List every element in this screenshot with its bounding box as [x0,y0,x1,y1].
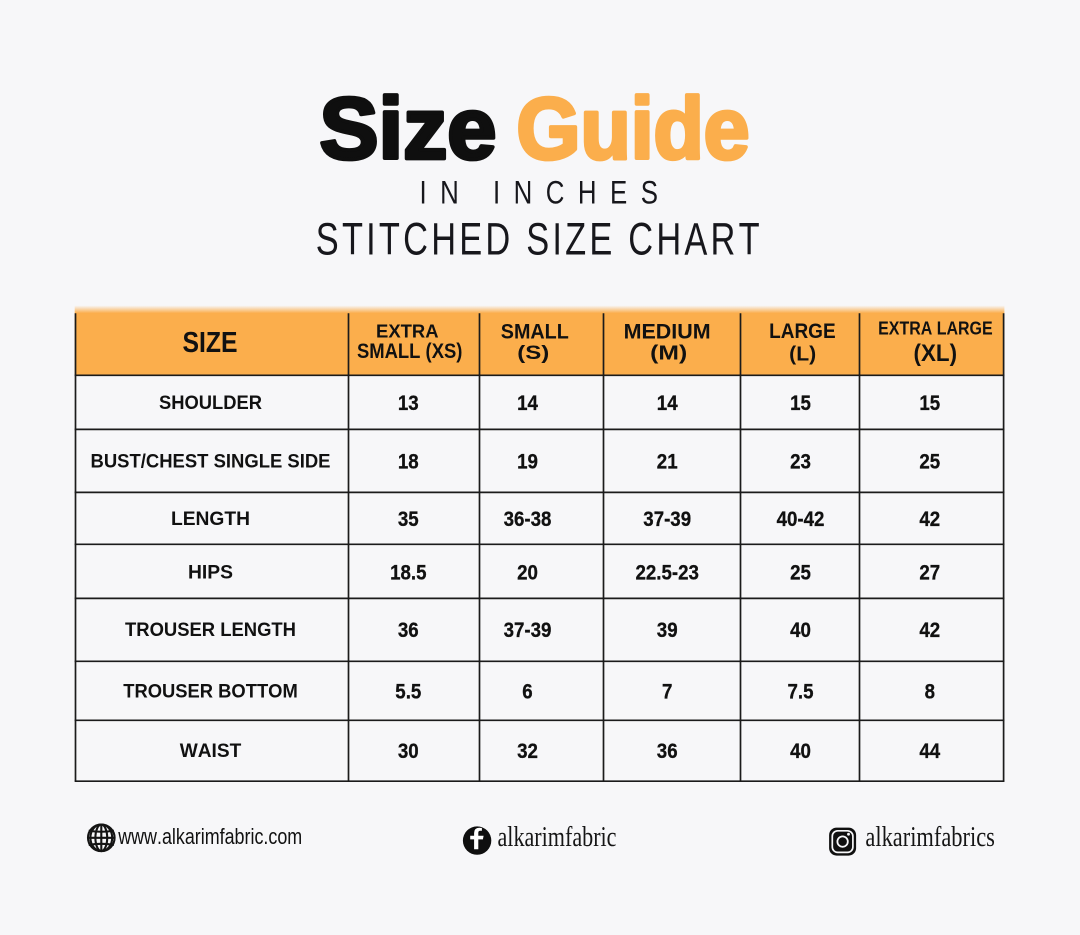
svg-text:40-42: 40-42 [777,508,825,531]
svg-text:7.5: 7.5 [788,680,814,703]
svg-text:Size: Size [320,81,497,178]
svg-text:MEDIUM: MEDIUM [624,321,711,344]
svg-text:Guide: Guide [517,81,750,178]
svg-text:(M): (M) [650,342,687,364]
svg-text:25: 25 [919,450,940,473]
svg-text:alkarimfabrics: alkarimfabrics [865,822,995,853]
svg-text:36-38: 36-38 [504,508,552,531]
svg-text:20: 20 [517,561,538,584]
svg-text:40: 40 [790,740,811,763]
svg-text:(L): (L) [789,344,816,366]
svg-text:36: 36 [657,740,678,763]
svg-text:EXTRA: EXTRA [376,321,439,342]
svg-text:19: 19 [517,450,538,473]
svg-text:7: 7 [662,680,672,703]
svg-text:14: 14 [657,392,678,415]
svg-text:27: 27 [919,561,940,584]
svg-text:42: 42 [919,508,940,531]
svg-text:35: 35 [398,508,419,531]
svg-text:8: 8 [925,680,936,703]
svg-text:TROUSER BOTTOM: TROUSER BOTTOM [123,680,298,702]
svg-text:IN INCHES: IN INCHES [420,175,672,211]
svg-text:STITCHED SIZE CHART: STITCHED SIZE CHART [316,213,763,264]
svg-text:32: 32 [517,740,538,763]
svg-text:5.5: 5.5 [395,680,421,703]
svg-text:37-39: 37-39 [643,508,691,531]
svg-text:www.alkarimfabric.com: www.alkarimfabric.com [117,824,302,849]
svg-text:42: 42 [919,619,940,642]
svg-text:(S): (S) [517,343,549,364]
svg-text:alkarimfabric: alkarimfabric [498,822,617,853]
svg-text:44: 44 [919,740,940,763]
svg-text:30: 30 [398,740,419,763]
svg-text:14: 14 [517,392,538,415]
svg-text:25: 25 [790,561,811,584]
svg-text:15: 15 [919,392,940,415]
svg-text:18: 18 [398,450,419,473]
svg-text:40: 40 [790,619,811,642]
svg-text:EXTRA LARGE: EXTRA LARGE [878,317,993,338]
svg-text:21: 21 [657,450,678,473]
svg-text:HIPS: HIPS [188,561,233,583]
svg-text:LENGTH: LENGTH [171,508,250,530]
svg-text:BUST/CHEST SINGLE SIDE: BUST/CHEST SINGLE SIDE [91,450,331,472]
svg-text:22.5-23: 22.5-23 [636,561,699,584]
svg-text:LARGE: LARGE [769,320,836,343]
svg-text:WAIST: WAIST [180,740,242,762]
svg-text:36: 36 [398,619,419,642]
svg-text:18.5: 18.5 [390,561,427,584]
svg-text:SMALL: SMALL [501,321,569,344]
svg-text:SMALL (XS): SMALL (XS) [357,339,463,363]
svg-text:39: 39 [657,619,678,642]
svg-text:23: 23 [790,450,811,473]
svg-text:13: 13 [398,392,419,415]
svg-text:SHOULDER: SHOULDER [159,392,262,414]
svg-text:6: 6 [522,680,532,703]
svg-text:15: 15 [790,392,811,415]
svg-text:TROUSER LENGTH: TROUSER LENGTH [125,619,296,641]
svg-text:SIZE: SIZE [183,327,238,359]
svg-text:(XL): (XL) [914,340,958,367]
svg-text:37-39: 37-39 [504,619,552,642]
